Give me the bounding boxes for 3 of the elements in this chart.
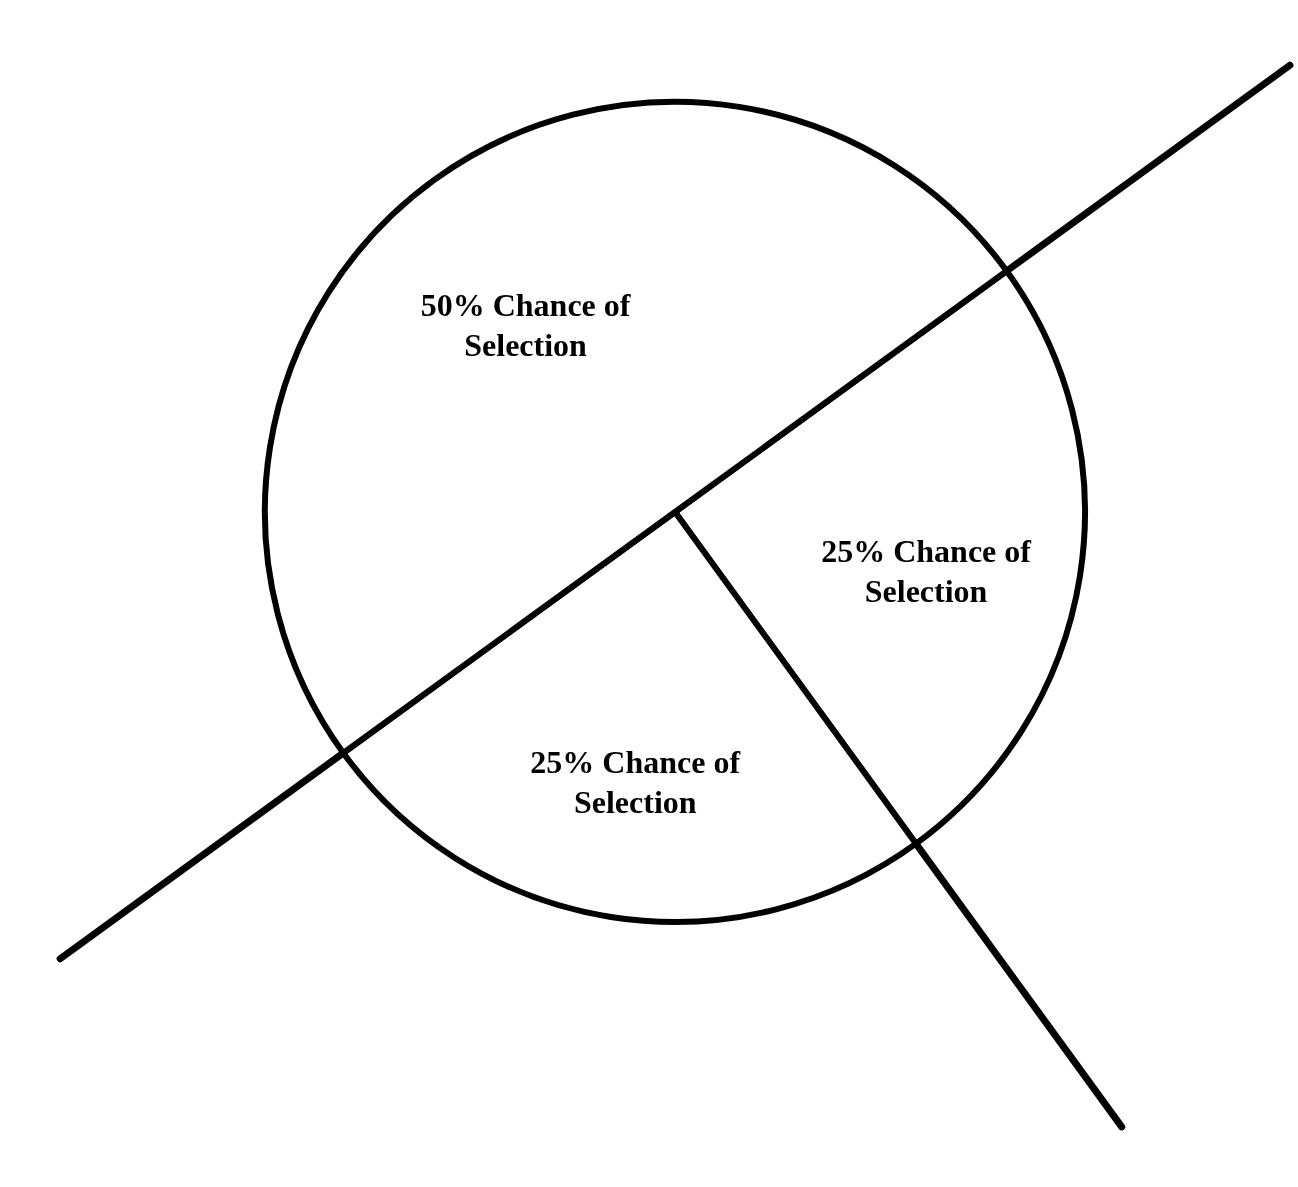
data-label: 25% Chance of Selection	[530, 744, 741, 821]
data-label: 25% Chance of Selection	[821, 532, 1032, 609]
data-label: 50% Chance of Selection	[420, 287, 631, 364]
